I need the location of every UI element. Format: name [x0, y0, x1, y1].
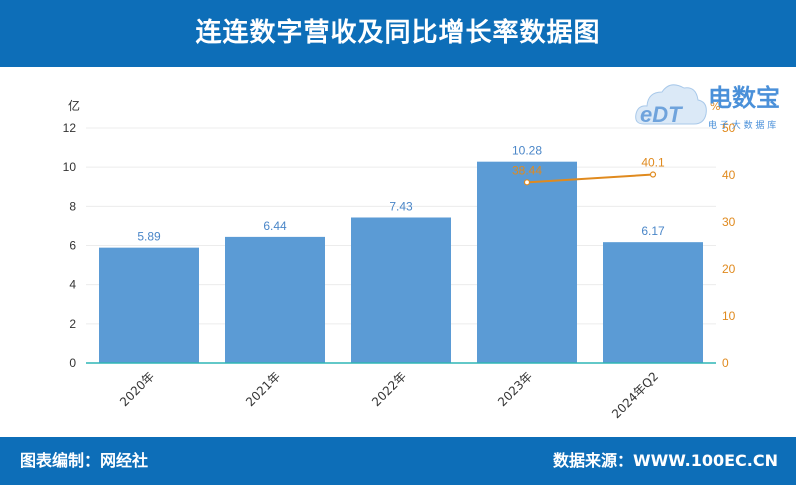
footer-credit: 图表编制：网经社 — [20, 451, 149, 470]
x-tick-label: 2024年Q2 — [609, 369, 661, 421]
footer-banner: 图表编制：网经社 数据来源：WWW.100EC.CN — [0, 437, 796, 485]
bar-data-label: 6.44 — [263, 219, 287, 233]
y-right-tick-label: 20 — [722, 262, 736, 276]
bar-data-label: 6.17 — [641, 224, 665, 238]
y-right-tick-label: 50 — [722, 121, 736, 135]
line-data-label: 40.1 — [641, 156, 665, 170]
bar-data-label: 5.89 — [137, 230, 161, 244]
x-tick-label: 2020年 — [117, 369, 157, 409]
left-axis: 0 2 4 6 8 10 12 亿 — [63, 98, 80, 370]
logo: eDT 电数宝 电 子 大 数 据 库 — [632, 72, 796, 142]
growth-line — [523, 171, 657, 186]
x-axis: 2020年 2021年 2022年 2023年 2024年Q2 — [86, 362, 716, 421]
y-left-tick-label: 4 — [69, 278, 76, 292]
bar-data-label: 7.43 — [389, 199, 413, 213]
line-data-label: 38.44 — [512, 163, 542, 177]
y-right-axis-label: % — [710, 100, 720, 113]
header-banner: 连连数字营收及同比增长率数据图 — [0, 0, 796, 67]
bar — [351, 217, 451, 363]
y-left-tick-label: 8 — [69, 199, 76, 213]
bar-labels: 5.89 6.44 7.43 10.28 6.17 — [137, 144, 665, 244]
cloud-logo-icon: eDT 电数宝 电 子 大 数 据 库 — [635, 84, 780, 131]
y-left-tick-label: 2 — [69, 317, 76, 331]
y-right-tick-label: 40 — [722, 168, 736, 182]
y-left-tick-label: 12 — [63, 121, 77, 135]
y-right-tick-label: 10 — [722, 309, 736, 323]
bar-data-label: 10.28 — [512, 144, 542, 158]
y-left-tick-label: 6 — [69, 239, 76, 253]
logo-brand: 电数宝 — [708, 84, 780, 112]
bar — [225, 236, 325, 363]
growth-line-path — [526, 173, 654, 184]
logo-mark: eDT — [640, 102, 683, 127]
bar — [477, 161, 577, 363]
page-title: 连连数字营收及同比增长率数据图 — [195, 18, 601, 48]
logo-subtitle: 电 子 大 数 据 库 — [708, 119, 776, 131]
x-tick-label: 2021年 — [243, 369, 283, 409]
y-left-axis-label: 亿 — [68, 98, 80, 113]
x-tick-label: 2022年 — [369, 369, 409, 409]
footer-source: 数据来源：WWW.100EC.CN — [552, 451, 778, 470]
bar — [603, 242, 703, 363]
growth-point — [649, 171, 657, 178]
y-right-tick-label: 30 — [722, 215, 736, 229]
bars — [99, 161, 703, 363]
growth-point — [523, 179, 531, 186]
right-axis: 0 10 20 30 40 50% — [710, 100, 736, 370]
x-tick-label: 2023年 — [495, 369, 535, 409]
bar — [99, 247, 199, 363]
y-right-tick-label: 0 — [722, 356, 729, 370]
line-labels: 38.44 40.1 — [512, 156, 665, 178]
y-left-tick-label: 0 — [69, 356, 76, 370]
y-left-tick-label: 10 — [63, 160, 77, 174]
